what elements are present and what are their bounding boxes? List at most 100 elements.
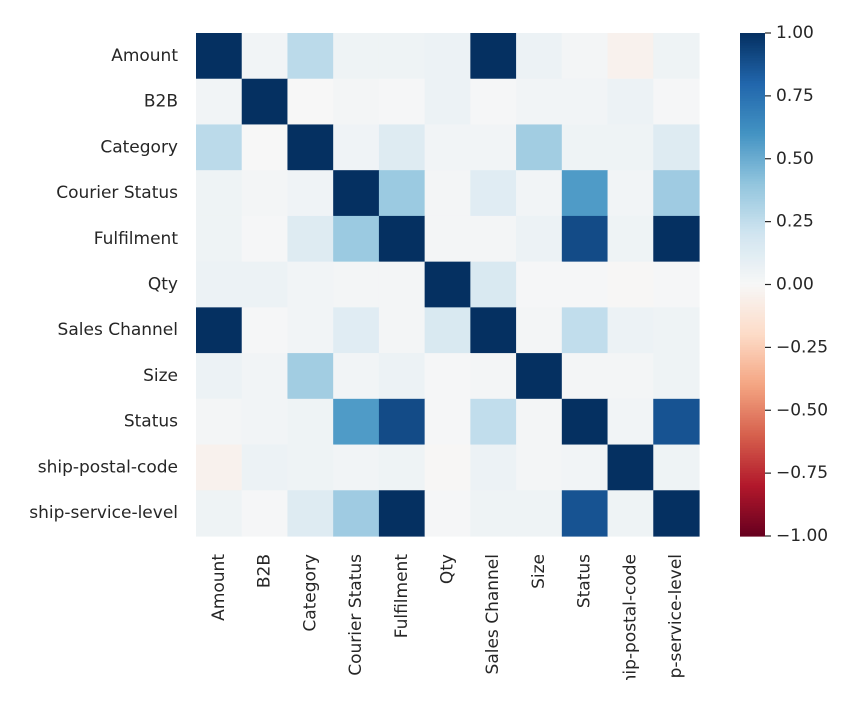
colorbar-segment [740, 468, 765, 472]
heatmap-cell-1-9 [607, 78, 654, 126]
heatmap-cells [196, 33, 700, 537]
heatmap-cell-2-0 [196, 124, 243, 171]
colorbar-segment [740, 292, 765, 296]
heatmap-cell-9-6 [470, 444, 517, 491]
colorbar-segment [740, 43, 765, 47]
heatmap-cell-6-5 [424, 307, 471, 354]
heatmap-cell-8-5 [424, 398, 471, 446]
colorbar-segment [740, 390, 765, 394]
colorbar-segment [740, 221, 765, 225]
heatmap-cell-6-1 [241, 307, 289, 354]
heatmap-cell-3-6 [470, 170, 517, 217]
colorbar-segment [740, 397, 765, 401]
colorbar-segment [740, 163, 765, 167]
heatmap-cell-6-0 [196, 307, 243, 354]
heatmap-cell-10-7 [516, 490, 563, 537]
colorbar-segment [740, 495, 765, 499]
colorbar-segment [740, 309, 765, 313]
colorbar-segment [740, 445, 765, 449]
colorbar-segment [740, 214, 765, 218]
colorbar-segment [740, 528, 765, 532]
colorbar-segment [740, 68, 765, 72]
heatmap-cell-8-2 [287, 398, 334, 446]
heatmap-cell-3-9 [607, 170, 654, 217]
heatmap-cell-9-9 [607, 444, 654, 491]
colorbar-segment [740, 455, 765, 459]
colorbar-segment [740, 387, 765, 391]
colorbar-tick-label: −0.75 [776, 463, 828, 483]
x-tick-label: Size [529, 554, 549, 589]
colorbar-segment [740, 400, 765, 404]
colorbar-segment [740, 231, 765, 235]
heatmap-cell-7-5 [424, 353, 471, 400]
colorbar-segment [740, 485, 765, 489]
y-tick-label: Courier Status [56, 183, 178, 203]
colorbar-segment [740, 249, 765, 253]
colorbar-segment [740, 520, 765, 525]
colorbar-segment [740, 226, 765, 230]
heatmap-cell-4-5 [424, 215, 471, 263]
colorbar-segment [740, 354, 765, 359]
colorbar-segment [740, 503, 765, 507]
colorbar-segment [740, 188, 765, 193]
colorbar-segment [740, 385, 765, 389]
colorbar-segment [740, 279, 765, 283]
colorbar-segment [740, 251, 765, 255]
colorbar-segment [740, 171, 765, 175]
heatmap-cell-7-2 [287, 353, 334, 400]
colorbar-segment [740, 183, 765, 188]
heatmap-cell-5-2 [287, 261, 334, 308]
colorbar-segment [740, 201, 765, 205]
colorbar-segment [740, 407, 765, 411]
colorbar-segment [740, 33, 765, 37]
heatmap-cell-9-0 [196, 444, 243, 491]
heatmap-cell-3-4 [378, 170, 426, 217]
colorbar-segment [740, 415, 765, 419]
colorbar-segment [740, 430, 765, 434]
colorbar-segment [740, 204, 765, 208]
x-tick-label: Qty [438, 554, 458, 584]
heatmap-cell-8-8 [561, 398, 609, 446]
colorbar-segment [740, 209, 765, 213]
heatmap-cell-2-2 [287, 124, 334, 171]
heatmap-cell-4-1 [241, 215, 289, 263]
heatmap-cell-4-10 [653, 215, 700, 263]
colorbar-segment [740, 304, 765, 308]
heatmap-cell-5-6 [470, 261, 517, 308]
colorbar-segment [740, 276, 765, 281]
colorbar-segment [740, 131, 765, 135]
colorbar-segment [740, 95, 765, 99]
colorbar-segment [740, 50, 765, 54]
colorbar-segment [740, 236, 765, 240]
colorbar-segment [740, 395, 765, 399]
colorbar-segment [740, 136, 765, 140]
colorbar-segment [740, 337, 765, 341]
colorbar-segment [740, 118, 765, 122]
colorbar-segment [740, 93, 765, 97]
colorbar-segment [740, 533, 765, 537]
colorbar-segment [740, 123, 765, 127]
colorbar-tick-label: −1.00 [776, 526, 828, 546]
colorbar-segment [740, 422, 765, 426]
colorbar-segment [740, 146, 765, 150]
colorbar-segment [740, 181, 765, 185]
colorbar-segment [740, 38, 765, 42]
x-tick-label: ship-postal-code [620, 554, 640, 694]
x-tick-label: ship-service-level [666, 554, 686, 703]
heatmap-cell-7-10 [653, 353, 700, 400]
colorbar-segment [740, 75, 765, 79]
colorbar-segment [740, 90, 765, 94]
colorbar-segment [740, 297, 765, 301]
colorbar-segment [740, 161, 765, 165]
colorbar-segment [740, 246, 765, 250]
heatmap-cell-2-10 [653, 124, 700, 171]
heatmap-cell-3-2 [287, 170, 334, 217]
colorbar-segment [740, 121, 765, 125]
colorbar-segment [740, 317, 765, 321]
heatmap-cell-1-4 [378, 78, 426, 126]
y-tick-label: Status [124, 412, 178, 432]
heatmap-cell-6-6 [470, 307, 517, 354]
colorbar-segment [740, 126, 765, 130]
heatmap-cell-7-1 [241, 353, 289, 400]
colorbar-segment [740, 493, 765, 497]
